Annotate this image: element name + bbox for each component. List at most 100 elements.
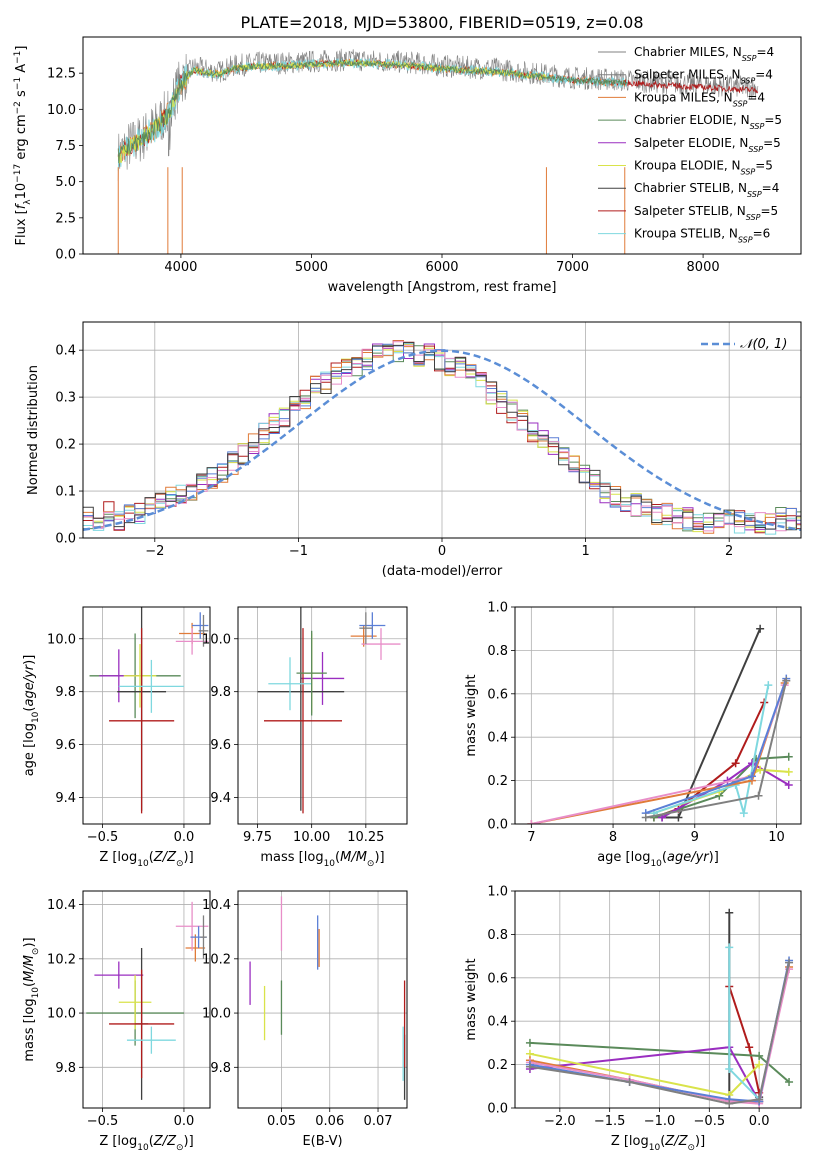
- legend-text: Chabrier ELODIE, N: [634, 113, 750, 127]
- legend-label: Chabrier MILES, NSSP=4: [634, 45, 774, 63]
- y-tick-label: 0.8: [487, 928, 508, 943]
- legend-suffix: =6: [753, 227, 771, 241]
- weight-marker: [785, 958, 794, 967]
- label-part: 10: [31, 987, 41, 999]
- y-axis-label: mass weight: [464, 958, 479, 1040]
- y-tick-label: 0.0: [55, 248, 76, 263]
- legend-label: Chabrier STELIB, NSSP=4: [634, 181, 779, 199]
- label-part: 10: [324, 859, 336, 869]
- x-tick-label: −0.5: [694, 1114, 726, 1129]
- legend-suffix: =4: [762, 181, 780, 195]
- legend-suffix: =4: [755, 68, 773, 82]
- weight-marker: [784, 780, 793, 789]
- legend-text: Kroupa MILES, N: [634, 90, 733, 104]
- legend-suffix: =5: [763, 136, 781, 150]
- x-axis-label: Z [log10(Z/Z⊙)]: [611, 1134, 705, 1153]
- weight-marker: [725, 1064, 734, 1073]
- y-tick-label: 9.4: [55, 791, 76, 806]
- x-tick-label: 7: [527, 830, 535, 845]
- label-part: ⊙: [176, 859, 184, 869]
- weight-marker: [674, 813, 683, 822]
- y-tick-label: 5.0: [55, 175, 76, 190]
- weight-marker: [784, 752, 793, 761]
- legend-text: Kroupa ELODIE, N: [634, 159, 741, 173]
- x-tick-label: 6000: [425, 260, 458, 275]
- axes-frame: [82, 36, 802, 255]
- label-part: )]: [695, 1134, 705, 1149]
- legend-suffix: =5: [760, 204, 778, 218]
- x-axis-label: Z [log10(Z/Z⊙)]: [99, 850, 193, 869]
- y-tick-label: 10.4: [47, 898, 76, 913]
- label-part: 10: [31, 711, 41, 723]
- y-tick-label: 1.0: [487, 601, 508, 616]
- y-axis-label: Normed distribution: [26, 365, 41, 495]
- legend-label-normal: 𝒩(0, 1): [740, 337, 787, 352]
- x-tick-label: 9.75: [243, 830, 272, 845]
- y-tick-label: 0.6: [487, 971, 508, 986]
- label-part: age/yr: [22, 663, 37, 706]
- label-part: mass weight: [464, 674, 479, 756]
- x-tick-label: 10.00: [293, 830, 330, 845]
- label-part: −2: [13, 101, 23, 114]
- legend-label: Kroupa STELIB, NSSP=6: [634, 227, 770, 245]
- label-part: ⊙: [687, 1143, 695, 1153]
- plot-area: [83, 607, 210, 824]
- label-part: ⊙: [176, 1143, 184, 1153]
- weight-marker: [764, 681, 773, 690]
- legend-suffix: =4: [756, 45, 774, 59]
- legend-sub: SSP: [747, 190, 762, 199]
- label-part: Flux [: [14, 209, 29, 245]
- label-part: (: [662, 850, 667, 865]
- weight-marker: [725, 943, 734, 952]
- axes-frame: [514, 890, 802, 1109]
- legend-text: Chabrier MILES, N: [634, 45, 742, 59]
- y-tick-label: 0.4: [487, 1015, 508, 1030]
- panel-weight_vs_Z: −2.0 −1.5 −1.0 −0.5 0.0 0.0 0.2 0.4 0.6 0.8 1.0 Z […: [464, 885, 802, 1153]
- legend-label: Chabrier ELODIE, NSSP=5: [634, 113, 782, 131]
- y-tick-label: 0.0: [55, 532, 76, 547]
- weight-marker: [755, 1060, 764, 1069]
- x-tick-label: 0.0: [749, 1114, 770, 1129]
- y-tick-label: 10.0: [47, 1007, 76, 1022]
- label-part: 10: [137, 1143, 149, 1153]
- y-tick-label: 0.1: [55, 485, 76, 500]
- label-part: Z [log: [99, 850, 137, 865]
- label-part: (: [149, 850, 154, 865]
- spectrum-model-line: [117, 59, 628, 164]
- legend-label: Salpeter ELODIE, NSSP=5: [634, 136, 781, 154]
- x-tick-label: 0.05: [267, 1114, 296, 1129]
- panel-spectrum: 4000 5000 6000 7000 8000 0.0 2.5 5.0 7.5 10.0 12.5…: [13, 36, 802, 295]
- legend-sub: SSP: [738, 235, 753, 244]
- x-axis-label: E(B-V): [302, 1134, 342, 1149]
- weight-marker: [754, 791, 763, 800]
- x-tick-label: 10.25: [347, 830, 384, 845]
- weight-marker: [625, 1077, 634, 1086]
- y-tick-label: 0.0: [487, 818, 508, 833]
- legend-label: Salpeter STELIB, NSSP=5: [634, 204, 778, 222]
- weight-marker: [725, 1099, 734, 1108]
- legend-sub: SSP: [748, 144, 763, 153]
- x-tick-label: −2.0: [544, 1114, 576, 1129]
- figure-title: PLATE=2018, MJD=53800, FIBERID=0519, z=0…: [240, 13, 643, 32]
- label-part: )]: [184, 850, 194, 865]
- label-part: )]: [709, 850, 719, 865]
- weight-series-line: [653, 755, 789, 819]
- label-part: 10: [137, 859, 149, 869]
- plot-area: [83, 322, 801, 538]
- legend-suffix: =5: [755, 159, 773, 173]
- x-tick-label: 0.0: [174, 1114, 195, 1129]
- histogram-series: [83, 342, 801, 531]
- legend-label: Salpeter MILES, NSSP=4: [634, 68, 773, 86]
- legend-suffix: =4: [747, 90, 765, 104]
- x-tick-label: 0.07: [364, 1114, 393, 1129]
- panel-age_vs_mass: 9.75 10.00 10.25 9.4 9.6 9.8 10.0 mass [log10(M…: [202, 606, 408, 869]
- weight-marker: [756, 765, 765, 774]
- label-part: f: [14, 202, 29, 209]
- weight-marker: [782, 676, 791, 685]
- weight-marker: [739, 809, 748, 818]
- y-tick-label: 1.0: [487, 885, 508, 900]
- x-tick-label: 2: [725, 544, 733, 559]
- legend-label: Kroupa MILES, NSSP=4: [634, 90, 765, 108]
- y-tick-label: 0.2: [487, 774, 508, 789]
